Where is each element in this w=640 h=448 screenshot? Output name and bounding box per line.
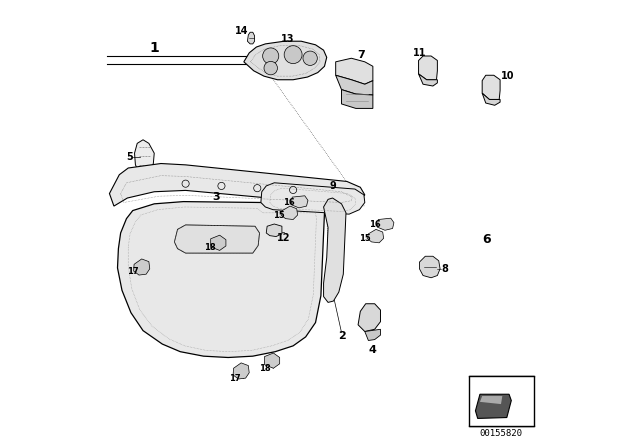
Polygon shape <box>419 256 440 278</box>
Polygon shape <box>248 32 255 44</box>
Text: 7: 7 <box>357 50 365 60</box>
Polygon shape <box>365 329 380 340</box>
Circle shape <box>303 51 317 65</box>
Text: 5: 5 <box>126 152 133 162</box>
Text: 2: 2 <box>338 331 346 341</box>
Polygon shape <box>336 75 373 95</box>
Polygon shape <box>281 206 298 220</box>
Text: 15: 15 <box>359 234 371 243</box>
Polygon shape <box>118 202 324 358</box>
Polygon shape <box>419 74 437 86</box>
Polygon shape <box>342 90 373 108</box>
Polygon shape <box>134 140 154 176</box>
Polygon shape <box>291 196 308 208</box>
Polygon shape <box>233 363 249 379</box>
Polygon shape <box>336 58 373 84</box>
Polygon shape <box>261 183 365 214</box>
Text: 9: 9 <box>329 181 336 191</box>
Polygon shape <box>211 235 226 250</box>
Text: 00155820: 00155820 <box>480 429 523 438</box>
Text: 1: 1 <box>149 41 159 56</box>
Text: 13: 13 <box>281 34 294 44</box>
Text: 16: 16 <box>369 220 381 229</box>
Bar <box>468 376 534 426</box>
Polygon shape <box>324 198 346 302</box>
Text: 18: 18 <box>204 243 216 252</box>
Polygon shape <box>358 304 380 332</box>
Text: 10: 10 <box>501 71 515 81</box>
Text: 6: 6 <box>483 233 491 246</box>
Text: 4: 4 <box>369 345 377 355</box>
Text: 11: 11 <box>413 48 426 58</box>
Text: 17: 17 <box>127 267 138 276</box>
Polygon shape <box>109 164 365 206</box>
Polygon shape <box>244 41 327 80</box>
Text: 16: 16 <box>283 198 294 207</box>
Polygon shape <box>476 394 511 418</box>
Polygon shape <box>378 218 394 230</box>
Polygon shape <box>480 396 502 404</box>
Polygon shape <box>367 229 383 243</box>
Circle shape <box>284 46 302 64</box>
Polygon shape <box>482 75 500 99</box>
Polygon shape <box>266 224 282 237</box>
Text: 15: 15 <box>273 211 285 220</box>
Circle shape <box>264 61 278 75</box>
Text: 12: 12 <box>276 233 290 243</box>
Circle shape <box>262 48 279 64</box>
Polygon shape <box>174 225 260 253</box>
Text: 3: 3 <box>212 192 220 202</box>
Polygon shape <box>419 56 437 80</box>
Polygon shape <box>264 353 280 368</box>
Text: 8: 8 <box>441 264 448 274</box>
Polygon shape <box>482 93 500 105</box>
Text: 14: 14 <box>236 26 249 36</box>
Text: 18: 18 <box>259 364 270 373</box>
Text: 17: 17 <box>229 374 241 383</box>
Polygon shape <box>134 259 150 275</box>
